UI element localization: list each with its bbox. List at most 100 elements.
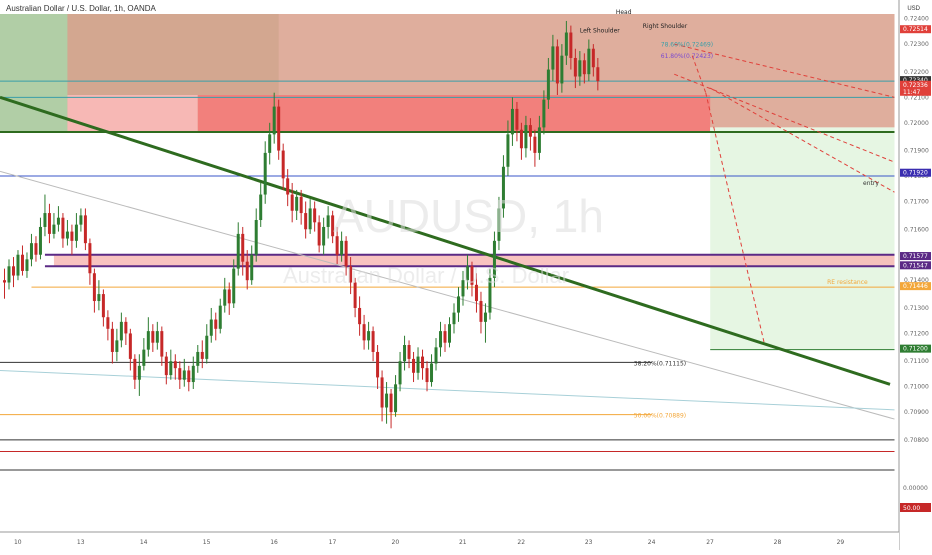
candle-body xyxy=(340,240,344,255)
candle-body xyxy=(137,365,141,380)
candle-body xyxy=(448,324,451,343)
candle-body xyxy=(398,361,402,385)
candle-body xyxy=(88,243,92,274)
candle-body xyxy=(286,178,290,195)
candle-body xyxy=(578,60,582,77)
watermark-name: Australian Dollar / U.S. Dollar xyxy=(283,263,569,288)
candle-body xyxy=(465,266,469,281)
candle-body xyxy=(542,99,546,128)
candle-body xyxy=(587,48,591,75)
candle-body xyxy=(582,60,586,75)
time-tick-label: 28 xyxy=(774,539,782,546)
candle-body xyxy=(200,351,204,359)
candle-body xyxy=(344,240,348,267)
candle-body xyxy=(492,240,496,278)
projection-line-4 xyxy=(705,92,765,343)
price-tag xyxy=(900,80,931,96)
candle-body xyxy=(506,134,510,167)
candle-body xyxy=(205,335,209,359)
candle-body xyxy=(488,277,492,313)
candle-body xyxy=(133,358,137,380)
candle-body xyxy=(155,331,159,343)
candle-body xyxy=(317,222,321,246)
candle-body xyxy=(551,46,555,70)
candle-body xyxy=(470,266,474,285)
candle-body xyxy=(304,213,308,230)
candle-body xyxy=(412,358,416,373)
time-axis xyxy=(0,532,899,550)
price-tick-label: 0.70800 xyxy=(904,437,929,444)
projection-line-2 xyxy=(674,73,895,163)
price-tick-label: 0.71700 xyxy=(904,198,929,205)
candle-body xyxy=(151,331,155,343)
price-tick-label: 0.71600 xyxy=(904,226,929,233)
price-tag-label: 0.71577 xyxy=(903,253,928,260)
candle-body xyxy=(173,361,177,369)
bottom-tag xyxy=(900,503,931,512)
candle-body xyxy=(106,317,110,329)
candle-body xyxy=(236,233,240,269)
candle-body xyxy=(591,48,595,68)
candle-body xyxy=(367,331,371,341)
price-tick-label: 0.70900 xyxy=(904,409,929,416)
price-tag-label: 0.71547 xyxy=(903,262,928,269)
candle-body xyxy=(128,333,132,359)
candle-body xyxy=(474,284,478,302)
head-label: Head xyxy=(616,9,632,16)
currency-label: USD xyxy=(907,6,920,12)
price-tag-label: 0.72336 11:47 xyxy=(903,82,928,96)
candle-body xyxy=(7,266,11,283)
watermark-symbol: AUDUSD, 1h xyxy=(333,190,604,242)
price-tick-label: 0.72100 xyxy=(904,94,929,101)
candle-body xyxy=(223,289,227,306)
candle-body xyxy=(142,349,146,366)
candle-body xyxy=(533,136,537,153)
candle-body xyxy=(331,215,335,237)
time-tick-label: 21 xyxy=(459,539,467,546)
candle-body xyxy=(56,217,60,225)
time-tick-label: 17 xyxy=(329,539,337,546)
projection-line-1 xyxy=(674,43,895,98)
candle-body xyxy=(272,106,276,135)
candle-body xyxy=(380,377,384,408)
fib-382-label: 38.20%(0.71115) xyxy=(634,360,686,367)
candle-body xyxy=(70,231,74,241)
candle-body xyxy=(308,208,312,230)
candle-body xyxy=(16,254,20,276)
candle-body xyxy=(187,370,191,383)
candle-body xyxy=(362,324,366,341)
price-tick-label: 0.71900 xyxy=(904,148,929,155)
candle-body xyxy=(573,57,577,77)
price-tick-label: 0.71100 xyxy=(904,358,929,365)
price-tag-label: 0.71920 xyxy=(903,170,928,177)
time-tick-label: 22 xyxy=(517,539,525,546)
candle-body xyxy=(564,32,568,56)
candle-body xyxy=(254,220,258,255)
candle-body xyxy=(479,301,483,322)
candle-body xyxy=(92,273,96,302)
candle-body xyxy=(245,261,249,281)
candle-body xyxy=(421,356,425,369)
candle-body xyxy=(313,208,317,223)
right-shoulder-label: Right Shoulder xyxy=(643,23,688,30)
time-tick-label: 23 xyxy=(585,539,593,546)
price-tag-label: 0.71446 xyxy=(903,283,928,290)
candle-body xyxy=(25,259,29,271)
candle-body xyxy=(497,208,501,241)
candle-body xyxy=(371,331,375,352)
candle-body xyxy=(295,196,299,211)
time-tick-label: 13 xyxy=(77,539,85,546)
candle-body xyxy=(299,196,303,214)
time-tick-label: 15 xyxy=(203,539,211,546)
time-tick-label: 20 xyxy=(392,539,400,546)
candle-body xyxy=(281,150,285,179)
candle-body xyxy=(232,268,236,304)
time-tick-label: 27 xyxy=(706,539,714,546)
time-tick-label: 14 xyxy=(140,539,148,546)
left-shoulder-label: Left Shoulder xyxy=(580,28,620,35)
price-tag-label: 0.72514 xyxy=(903,26,928,33)
price-tick-label: 0.72200 xyxy=(904,69,929,76)
candle-body xyxy=(79,215,83,225)
candle-body xyxy=(97,294,101,302)
